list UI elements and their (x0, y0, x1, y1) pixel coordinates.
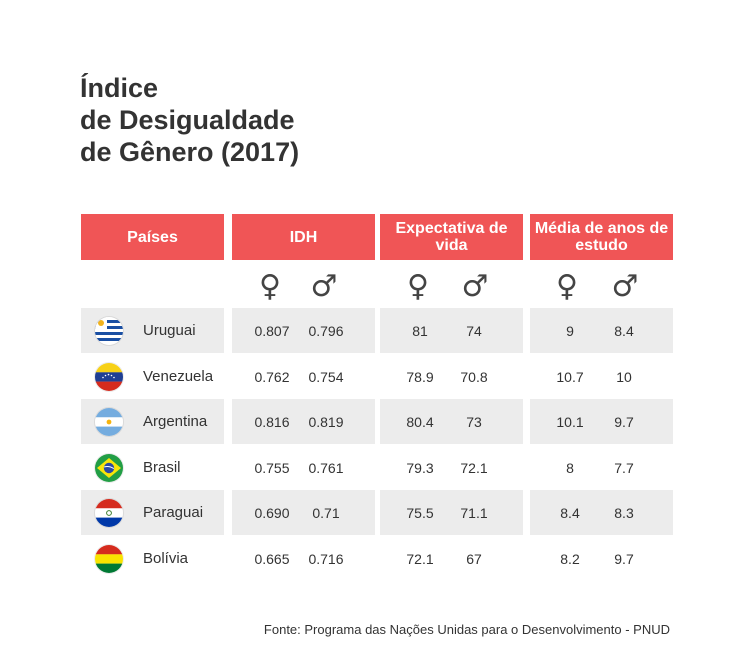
country-name: Bolívia (143, 550, 189, 567)
life-female-value: 72.1 (406, 550, 434, 567)
header-hdi: IDH (232, 214, 375, 260)
hdi-male-value: 0.819 (308, 413, 344, 430)
country-name: Argentina (143, 413, 208, 430)
hdi-female-value: 0.755 (254, 459, 290, 476)
schooling-female-value: 9 (566, 322, 574, 339)
hdi-male-value: 0.754 (308, 368, 344, 385)
life-male-value: 70.8 (460, 368, 488, 385)
schooling-male-value: 8.4 (614, 322, 634, 339)
country-cell: Venezuela (81, 354, 224, 399)
hdi-cell: 0.816 0.819 (232, 399, 375, 444)
hdi-male-value: 0.796 (308, 322, 344, 339)
schooling-cell: 8 7.7 (530, 445, 673, 490)
schooling-cell: 8.2 9.7 (530, 536, 673, 581)
country-name: Venezuela (143, 368, 214, 385)
male-symbol-icon: ♂ (611, 268, 639, 304)
page-title: Índice de Desigualdade de Gênero (2017) (80, 72, 299, 168)
country-name: Uruguai (143, 322, 196, 339)
life-cell: 81 74 (380, 308, 523, 353)
argentina-flag-icon (95, 407, 123, 436)
table-row: Paraguai 0.690 0.71 75.5 71.1 8.4 8.3 (0, 490, 754, 535)
country-cell: Paraguai (81, 490, 224, 535)
life-female-value: 78.9 (406, 368, 434, 385)
life-cell: 72.1 67 (380, 536, 523, 581)
hdi-male-value: 0.71 (312, 504, 340, 521)
header-life-expectancy: Expectativa de vida (380, 214, 523, 260)
schooling-female-value: 8.2 (560, 550, 580, 567)
hdi-cell: 0.665 0.716 (232, 536, 375, 581)
bolivia-flag-icon (95, 544, 123, 573)
country-cell: Argentina (81, 399, 224, 444)
hdi-cell: 0.690 0.71 (232, 490, 375, 535)
life-male-value: 73 (466, 413, 482, 430)
header-countries: Países (81, 214, 224, 260)
life-cell: 79.3 72.1 (380, 445, 523, 490)
brazil-flag-icon (95, 453, 123, 482)
country-cell: Uruguai (81, 308, 224, 353)
female-symbol-icon: ♀ (259, 268, 281, 304)
female-symbol-icon: ♀ (556, 268, 578, 304)
schooling-female-value: 8.4 (560, 504, 580, 521)
life-male-value: 67 (466, 550, 482, 567)
life-female-value: 80.4 (406, 413, 434, 430)
table-row: Brasil 0.755 0.761 79.3 72.1 8 7.7 (0, 445, 754, 490)
hdi-male-value: 0.761 (308, 459, 344, 476)
life-male-value: 71.1 (460, 504, 488, 521)
uruguay-flag-icon (95, 316, 123, 345)
hdi-cell: 0.762 0.754 (232, 354, 375, 399)
male-symbol-icon: ♂ (310, 268, 338, 304)
hdi-female-value: 0.816 (254, 413, 290, 430)
life-male-value: 74 (466, 322, 482, 339)
schooling-cell: 10.7 10 (530, 354, 673, 399)
female-symbol-icon: ♀ (407, 268, 429, 304)
life-cell: 78.9 70.8 (380, 354, 523, 399)
title-line-1: Índice (80, 73, 159, 103)
hdi-female-value: 0.665 (254, 550, 290, 567)
schooling-cell: 9 8.4 (530, 308, 673, 353)
table-row: Bolívia 0.665 0.716 72.1 67 8.2 9.7 (0, 536, 754, 581)
schooling-cell: 8.4 8.3 (530, 490, 673, 535)
hdi-cell: 0.755 0.761 (232, 445, 375, 490)
country-name: Paraguai (143, 504, 204, 521)
venezuela-flag-icon (95, 362, 123, 391)
hdi-male-value: 0.716 (308, 550, 344, 567)
table-row: Venezuela 0.762 0.754 78.9 70.8 10.7 10 (0, 354, 754, 399)
life-cell: 80.4 73 (380, 399, 523, 444)
schooling-female-value: 10.1 (556, 413, 584, 430)
title-line-2: de Desigualdade (80, 105, 295, 135)
header-schooling: Média de anos de estudo (530, 214, 673, 260)
schooling-female-value: 8 (566, 459, 574, 476)
schooling-female-value: 10.7 (556, 368, 584, 385)
hdi-female-value: 0.690 (254, 504, 290, 521)
schooling-male-value: 9.7 (614, 550, 634, 567)
table-row: Argentina 0.816 0.819 80.4 73 10.1 9.7 (0, 399, 754, 444)
paraguay-flag-icon (95, 498, 123, 527)
life-female-value: 81 (412, 322, 428, 339)
country-name: Brasil (143, 459, 181, 476)
male-symbol-icon: ♂ (461, 268, 489, 304)
hdi-cell: 0.807 0.796 (232, 308, 375, 353)
title-line-3: de Gênero (2017) (80, 137, 300, 167)
schooling-male-value: 10 (616, 368, 632, 385)
life-female-value: 79.3 (406, 459, 434, 476)
schooling-male-value: 7.7 (614, 459, 634, 476)
schooling-male-value: 8.3 (614, 504, 634, 521)
hdi-female-value: 0.762 (254, 368, 290, 385)
life-female-value: 75.5 (406, 504, 434, 521)
table-row: Uruguai 0.807 0.796 81 74 9 8.4 (0, 308, 754, 353)
schooling-cell: 10.1 9.7 (530, 399, 673, 444)
source-note: Fonte: Programa das Nações Unidas para o… (263, 622, 670, 637)
life-male-value: 72.1 (460, 459, 488, 476)
life-cell: 75.5 71.1 (380, 490, 523, 535)
hdi-female-value: 0.807 (254, 322, 290, 339)
schooling-male-value: 9.7 (614, 413, 634, 430)
country-cell: Brasil (81, 445, 224, 490)
country-cell: Bolívia (81, 536, 224, 581)
